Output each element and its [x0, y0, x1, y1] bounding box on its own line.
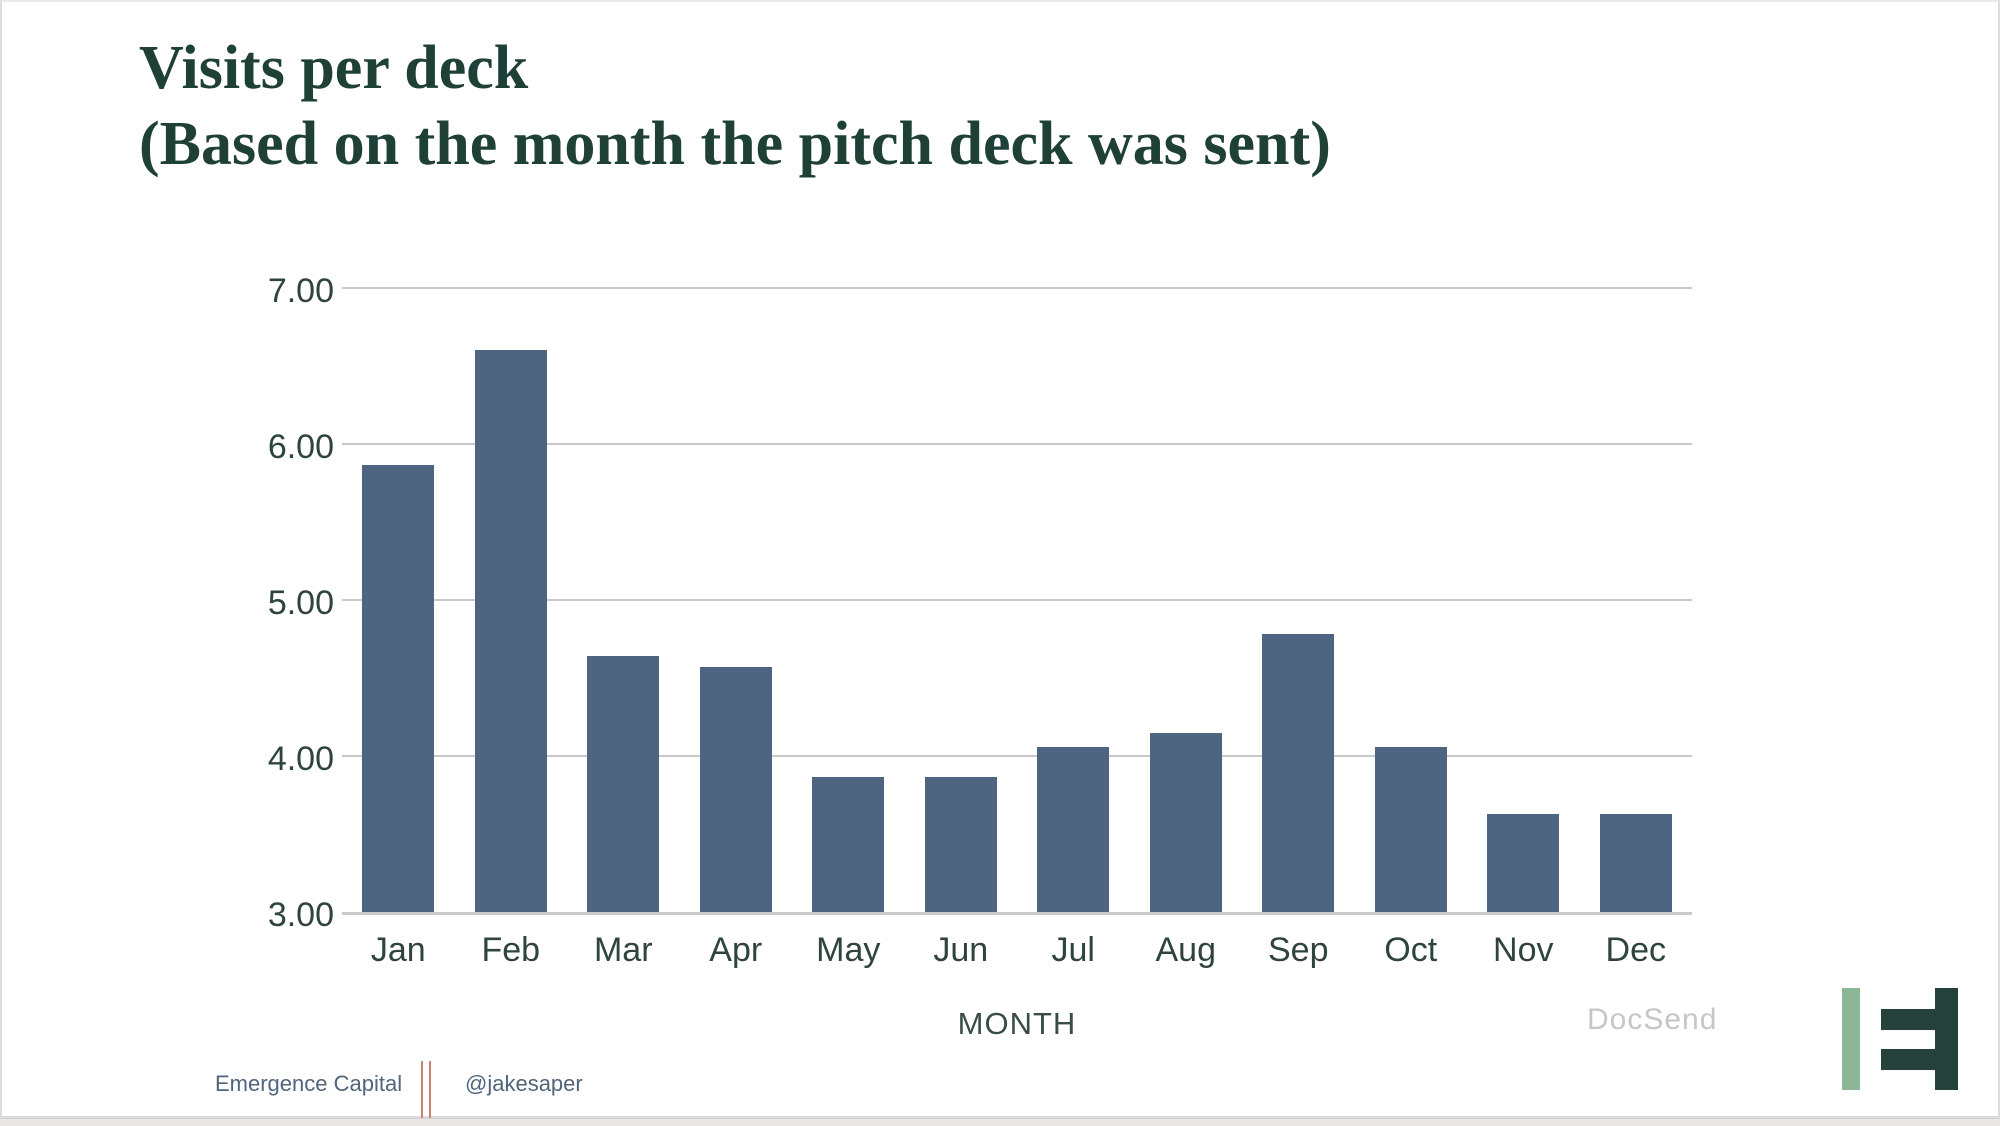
x-tick-label-jan: Jan [370, 931, 426, 969]
y-tick-label: 7.00 [267, 272, 334, 310]
x-tick-label-oct: Oct [1384, 931, 1438, 969]
x-tick-label-jul: Jul [1051, 931, 1095, 969]
bar-oct [1374, 747, 1447, 912]
gridline-5.00 [342, 599, 1692, 601]
bar-apr [699, 666, 772, 912]
x-tick-label-sep: Sep [1268, 931, 1329, 969]
title-line-1: Visits per deck [139, 34, 529, 102]
bar-jul [1037, 747, 1110, 912]
page-title: Visits per deck (Based on the month the p… [139, 30, 1331, 182]
x-tick-label-jun: Jun [933, 931, 989, 969]
x-tick-label-may: May [816, 931, 881, 969]
footer-company: Emergence Capital [215, 1071, 403, 1096]
gridline-6.00 [342, 443, 1692, 445]
bar-may [812, 776, 885, 912]
gridline-7.00 [342, 287, 1692, 289]
x-tick-label-dec: Dec [1605, 931, 1666, 969]
y-tick-label: 6.00 [267, 428, 334, 466]
divider-line [421, 1061, 423, 1119]
bar-aug [1149, 733, 1222, 912]
bar-jan [362, 464, 435, 912]
bar-nov [1487, 814, 1560, 912]
y-tick-label: 3.00 [267, 896, 334, 934]
divider-line [429, 1061, 431, 1119]
x-tick-label-apr: Apr [709, 931, 763, 969]
bottom-strip [0, 1118, 2000, 1126]
y-axis-tick-labels: 3.00 4.00 5.00 6.00 7.00 [152, 272, 334, 934]
x-tick-label-aug: Aug [1155, 931, 1217, 969]
y-tick-label: 5.00 [267, 584, 334, 622]
docsend-watermark: DocSend [1587, 1003, 1718, 1036]
bar-sep [1262, 634, 1335, 912]
emergence-capital-logo [1842, 988, 1958, 1090]
x-axis-title: MONTH [957, 1006, 1077, 1041]
x-tick-label-nov: Nov [1493, 931, 1554, 969]
bar-jun [924, 776, 997, 912]
footer-divider [421, 1061, 431, 1119]
x-tick-label-feb: Feb [481, 931, 541, 969]
footer-twitter-handle: @jakesaper [465, 1071, 583, 1096]
y-tick-label: 4.00 [267, 740, 334, 778]
bar-dec [1599, 814, 1672, 912]
x-tick-label-mar: Mar [593, 931, 653, 969]
x-axis-tick-labels: Jan Feb Mar Apr May Jun Jul Aug Sep Oct Nov Dec [342, 930, 1692, 976]
logo-left-bar [1842, 988, 1860, 1090]
logo-mirrored-f-mid-arm [1881, 1049, 1937, 1070]
bar-mar [587, 655, 660, 912]
logo-mirrored-f-stem [1935, 988, 1958, 1090]
bar-feb [474, 350, 547, 912]
title-line-2: (Based on the month the pitch deck was s… [139, 110, 1331, 178]
logo-mirrored-f-top-arm [1881, 1009, 1937, 1030]
gridline-4.00 [342, 755, 1692, 757]
plot-area [342, 287, 1692, 915]
